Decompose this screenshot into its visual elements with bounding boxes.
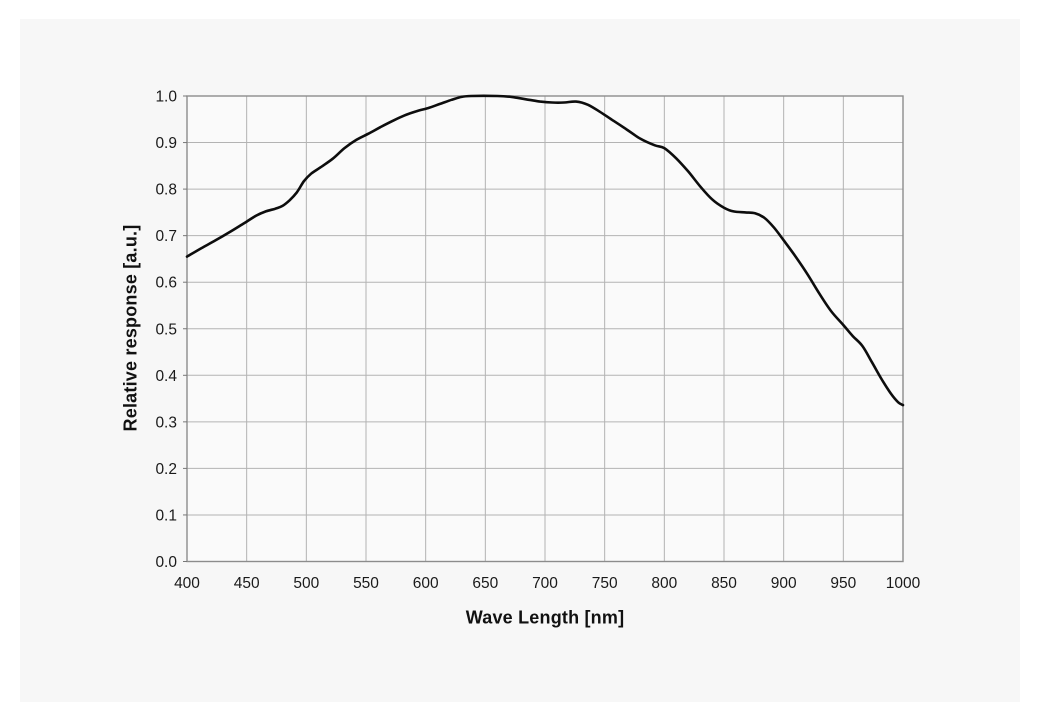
x-tick-label: 450	[234, 575, 260, 592]
y-tick-label: 0.9	[155, 135, 177, 152]
x-tick-label: 500	[293, 575, 319, 592]
x-tick-label: 650	[472, 575, 498, 592]
response-curve	[185, 94, 905, 407]
y-tick-label: 0.4	[155, 368, 177, 385]
y-tick-label: 0.8	[155, 182, 177, 199]
gridlines	[187, 96, 903, 562]
x-tick-label: 600	[413, 575, 439, 592]
y-tick-label: 0.6	[155, 275, 177, 292]
x-tick-label: 700	[532, 575, 558, 592]
x-tick-label: 750	[592, 575, 618, 592]
x-tick-label: 950	[830, 575, 856, 592]
x-tick-label: 550	[353, 575, 379, 592]
x-tick-label: 900	[771, 575, 797, 592]
x-tick-label: 1000	[886, 575, 921, 592]
y-axis-title: Relative response [a.u.]	[120, 224, 141, 432]
y-tick-label: 0.5	[155, 321, 177, 338]
x-tick-label: 400	[174, 575, 200, 592]
y-tick-label: 1.0	[155, 89, 177, 106]
y-tick-label: 0.2	[155, 461, 177, 478]
x-axis-title: Wave Length [nm]	[465, 607, 625, 628]
y-tick-label: 0.0	[155, 554, 177, 571]
tick-labels: 400 450 500 550 600 650 700 750 800 850 900 950 1000…	[155, 89, 920, 593]
y-tick-label: 0.1	[155, 507, 177, 524]
x-tick-label: 800	[651, 575, 677, 592]
y-axis-ticks	[183, 95, 187, 562]
y-tick-label: 0.3	[155, 414, 177, 431]
y-tick-label: 0.7	[155, 228, 177, 245]
x-tick-label: 850	[711, 575, 737, 592]
